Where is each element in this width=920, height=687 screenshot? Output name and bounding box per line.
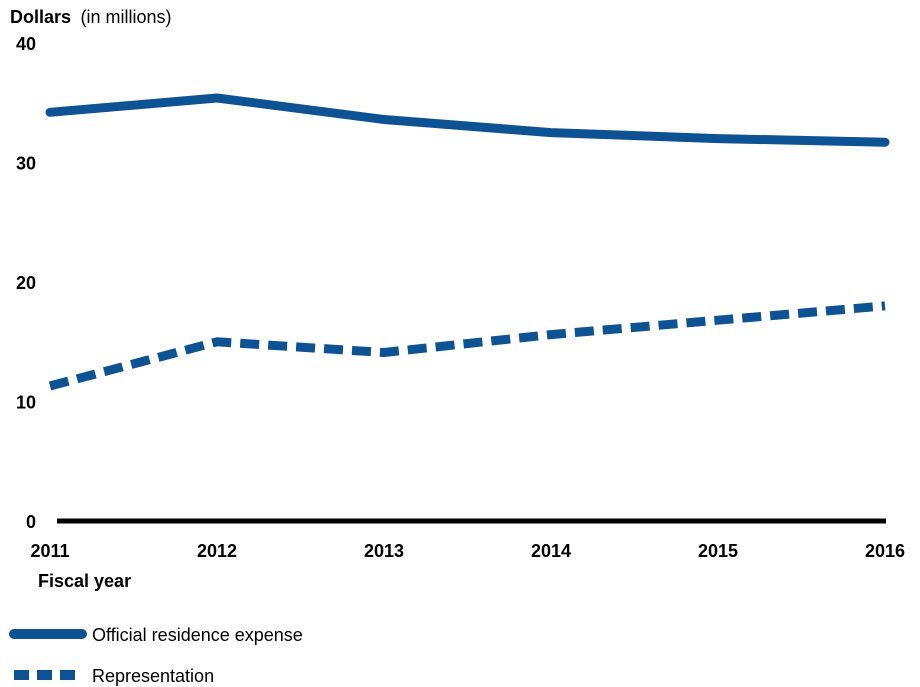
x-tick-label: 2013 [364, 541, 404, 561]
x-tick-label: 2016 [865, 541, 905, 561]
legend-label: Official residence expense [92, 625, 303, 645]
y-tick-label: 10 [16, 393, 36, 413]
legend-label: Representation [92, 666, 214, 686]
x-tick-label: 2015 [698, 541, 738, 561]
series-line-representation [48, 301, 886, 391]
y-axis-label: Dollars [10, 7, 71, 27]
y-axis-title: Dollars (in millions) [10, 7, 172, 27]
legend: Official residence expense Representation [9, 625, 303, 686]
y-tick-label: 0 [26, 512, 36, 532]
y-tick-label: 30 [16, 154, 36, 174]
y-axis-unit: (in millions) [80, 7, 171, 27]
y-axis-ticks: 0 10 20 30 40 [16, 34, 36, 532]
x-axis-label: Fiscal year [38, 571, 131, 591]
x-axis-ticks: 2011 2012 2013 2014 2015 2016 [30, 541, 905, 561]
x-tick-label: 2014 [531, 541, 571, 561]
x-tick-label: 2012 [197, 541, 237, 561]
series-layer [45, 93, 890, 391]
series-line-official-residence-expense [45, 93, 890, 147]
y-tick-label: 20 [16, 273, 36, 293]
x-tick-label: 2011 [30, 541, 69, 561]
y-tick-label: 40 [16, 34, 36, 54]
